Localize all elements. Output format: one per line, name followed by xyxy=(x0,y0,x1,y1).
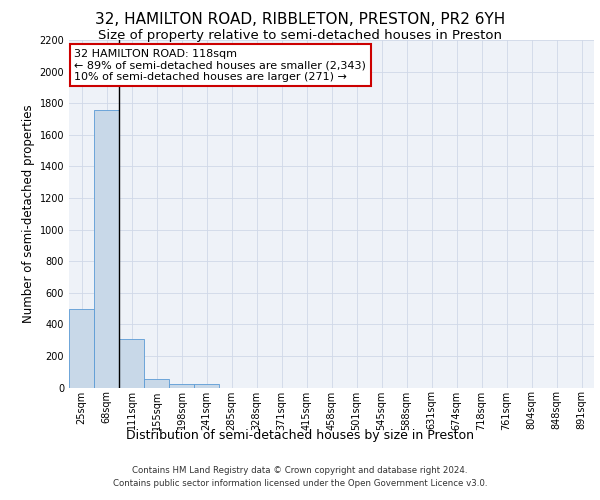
Text: Distribution of semi-detached houses by size in Preston: Distribution of semi-detached houses by … xyxy=(126,430,474,442)
Bar xyxy=(169,384,194,388)
Text: Size of property relative to semi-detached houses in Preston: Size of property relative to semi-detach… xyxy=(98,29,502,42)
Text: Contains HM Land Registry data © Crown copyright and database right 2024.
Contai: Contains HM Land Registry data © Crown c… xyxy=(113,466,487,487)
Text: 32, HAMILTON ROAD, RIBBLETON, PRESTON, PR2 6YH: 32, HAMILTON ROAD, RIBBLETON, PRESTON, P… xyxy=(95,12,505,28)
Bar xyxy=(94,110,119,388)
Bar xyxy=(144,379,169,388)
Bar xyxy=(119,340,144,388)
Y-axis label: Number of semi-detached properties: Number of semi-detached properties xyxy=(22,104,35,323)
Bar xyxy=(194,384,219,388)
Text: 32 HAMILTON ROAD: 118sqm
← 89% of semi-detached houses are smaller (2,343)
10% o: 32 HAMILTON ROAD: 118sqm ← 89% of semi-d… xyxy=(74,48,366,82)
Bar xyxy=(69,308,94,388)
